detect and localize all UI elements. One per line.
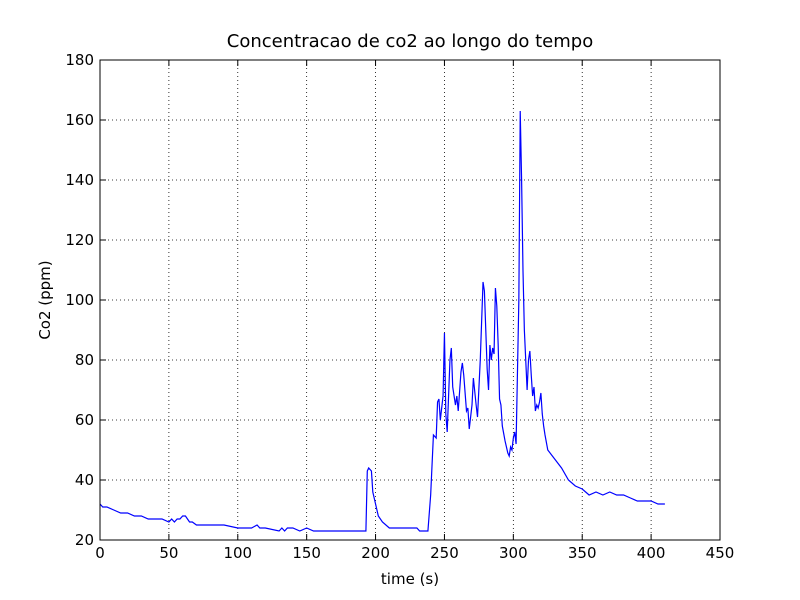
y-tick-label: 60: [75, 411, 94, 429]
y-tick-label: 80: [75, 351, 94, 369]
y-tick-label: 100: [65, 291, 94, 309]
x-tick-label: 250: [430, 544, 459, 562]
y-tick-label: 140: [65, 171, 94, 189]
y-tick-label: 160: [65, 111, 94, 129]
x-tick-label: 400: [637, 544, 666, 562]
y-tick-label: 20: [75, 531, 94, 549]
x-tick-label: 350: [568, 544, 597, 562]
plot-frame: [99, 59, 721, 541]
y-tick-label: 180: [65, 51, 94, 69]
y-axis-label: Co2 (ppm): [36, 260, 54, 339]
data-line: [99, 110, 665, 532]
x-tick-label: 450: [706, 544, 735, 562]
x-tick-label: 50: [159, 544, 178, 562]
x-axis-label: time (s): [381, 570, 439, 588]
x-tick-label: 300: [499, 544, 528, 562]
x-tick-label: 150: [292, 544, 321, 562]
chart-title: Concentracao de co2 ao longo do tempo: [227, 31, 593, 52]
x-tick-label: 200: [361, 544, 390, 562]
x-tick-label: 100: [223, 544, 252, 562]
y-tick-label: 120: [65, 231, 94, 249]
y-tick-label: 40: [75, 471, 94, 489]
x-tick-label: 0: [95, 544, 105, 562]
